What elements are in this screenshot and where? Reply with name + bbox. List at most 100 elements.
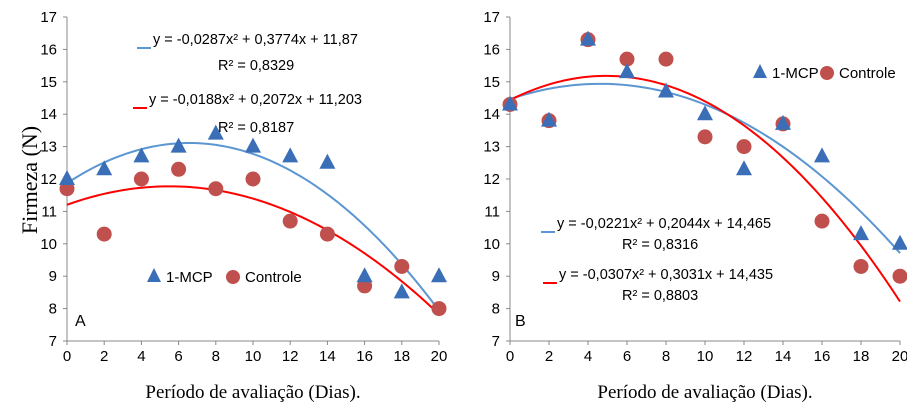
- data-point-1-mcp: [541, 111, 557, 127]
- x-tick-label: 4: [137, 348, 145, 365]
- data-point-1-mcp: [393, 283, 410, 299]
- data-point-controle: [431, 301, 447, 317]
- data-point-controle: [96, 226, 112, 242]
- data-point-1-mcp: [245, 137, 261, 153]
- y-tick-label: 10: [483, 236, 500, 253]
- y-tick-label: 9: [49, 268, 57, 285]
- x-tick-label: 8: [662, 348, 670, 365]
- data-point-controle: [619, 51, 635, 67]
- x-tick-label: 16: [814, 348, 831, 365]
- trendline-1-mcp: [509, 82, 901, 254]
- x-tick-label: 6: [174, 348, 182, 365]
- trend-equation: y = -0,0188x² + 0,2072x + 11,203: [149, 92, 362, 108]
- trend-equation: y = -0,0221x² + 0,2044x + 14,465: [557, 216, 771, 232]
- data-point-1-mcp: [96, 160, 113, 176]
- legend: 1-MCP Controle: [147, 268, 302, 286]
- y-tick-label: 14: [40, 106, 57, 123]
- x-tick-label: 18: [393, 348, 410, 365]
- x-tick-label: 4: [584, 348, 592, 365]
- r-squared: R² = 0,8187: [218, 120, 294, 136]
- x-tick-label: 14: [319, 348, 336, 365]
- y-tick-label: 15: [40, 74, 57, 91]
- chart-panel-a: 7 8 9 10 11 12 13 14 15 16 17 0 2 4 6 8 10 12 14 16 18 20 Perí…: [17, 9, 447, 403]
- y-tick-label: 17: [483, 9, 500, 26]
- x-tick-label: 20: [431, 348, 448, 365]
- x-tick-label: 10: [697, 348, 714, 365]
- data-point-1-mcp: [619, 63, 635, 79]
- trendline-controle: [509, 74, 901, 303]
- data-point-1-mcp: [775, 114, 791, 130]
- data-point-1-mcp: [892, 234, 907, 250]
- data-point-1-mcp: [133, 147, 150, 163]
- y-tick-label: 8: [49, 301, 57, 318]
- data-point-controle: [394, 258, 410, 274]
- data-point-1-mcp: [431, 267, 447, 283]
- x-tick-label: 12: [282, 348, 299, 365]
- x-tick-label: 0: [506, 348, 514, 365]
- data-point-controle: [245, 171, 261, 187]
- data-point-1-mcp: [658, 82, 674, 98]
- y-tick-label: 11: [41, 203, 57, 220]
- data-point-1-mcp: [356, 267, 373, 283]
- x-tick-label: 0: [63, 348, 71, 365]
- x-tick-label: 6: [623, 348, 631, 365]
- legend-label-controle: Controle: [839, 65, 896, 82]
- trendline-1-mcp: [66, 142, 440, 312]
- x-axis-title: Período de avaliação (Dias).: [597, 382, 812, 403]
- y-tick-label: 13: [40, 139, 57, 156]
- data-point-controle: [697, 129, 713, 145]
- data-point-controle: [282, 213, 298, 229]
- y-tick-label: 12: [483, 171, 500, 188]
- trend-equation: y = -0,0307x² + 0,3031x + 14,435: [559, 267, 773, 283]
- trendline-controle: [66, 185, 440, 315]
- chart-panel-b: 7 8 9 10 11 12 13 14 15 16 17 0 2 4 6 8 10 12 14 16 18 20 Perí…: [483, 9, 907, 403]
- data-point-1-mcp: [580, 30, 596, 46]
- legend-marker-1-mcp: [147, 268, 161, 282]
- legend-label-1-mcp: 1-MCP: [166, 269, 213, 286]
- x-tick-label: 12: [736, 348, 753, 365]
- x-tick-label: 2: [100, 348, 108, 365]
- r-squared: R² = 0,8803: [622, 288, 698, 304]
- legend-marker-controle: [820, 66, 834, 80]
- data-point-1-mcp: [170, 137, 187, 153]
- y-tick-label: 15: [483, 74, 500, 91]
- x-tick-label: 20: [892, 348, 907, 365]
- y-tick-label: 10: [40, 236, 57, 253]
- x-tick-label: 2: [545, 348, 553, 365]
- data-point-controle: [892, 268, 907, 284]
- x-tick-label: 14: [775, 348, 792, 365]
- x-tick-label: 16: [356, 348, 373, 365]
- legend-label-1-mcp: 1-MCP: [772, 65, 819, 82]
- y-tick-label: 7: [49, 333, 57, 350]
- data-point-1-mcp: [736, 160, 752, 176]
- y-tick-label: 16: [40, 41, 57, 58]
- r-squared: R² = 0,8316: [622, 237, 698, 253]
- data-point-1-mcp: [282, 147, 299, 163]
- x-tick-label: 18: [853, 348, 870, 365]
- legend-marker-controle: [226, 270, 240, 284]
- data-point-controle: [208, 181, 224, 197]
- y-tick-label: 7: [492, 333, 500, 350]
- x-tick-label: 10: [245, 348, 262, 365]
- y-tick-label: 12: [40, 171, 57, 188]
- y-tick-label: 14: [483, 106, 500, 123]
- legend-label-controle: Controle: [245, 269, 302, 286]
- y-tick-label: 9: [492, 268, 500, 285]
- x-axis-title: Período de avaliação (Dias).: [145, 382, 360, 403]
- data-point-1-mcp: [319, 153, 336, 169]
- panel-label: B: [515, 313, 526, 330]
- data-point-controle: [133, 171, 149, 187]
- legend: 1-MCP Controle: [753, 64, 896, 82]
- data-point-controle: [171, 161, 187, 177]
- data-point-controle: [658, 51, 674, 67]
- r-squared: R² = 0,8329: [218, 58, 294, 74]
- y-axis-title: Firmeza (N): [17, 126, 42, 234]
- legend-marker-1-mcp: [753, 64, 767, 78]
- data-point-controle: [319, 226, 335, 242]
- y-tick-label: 16: [483, 41, 500, 58]
- data-point-controle: [853, 258, 869, 274]
- trend-equation: y = -0,0287x² + 0,3774x + 11,87: [153, 32, 358, 48]
- y-tick-label: 11: [484, 203, 500, 220]
- data-point-1-mcp: [814, 147, 830, 163]
